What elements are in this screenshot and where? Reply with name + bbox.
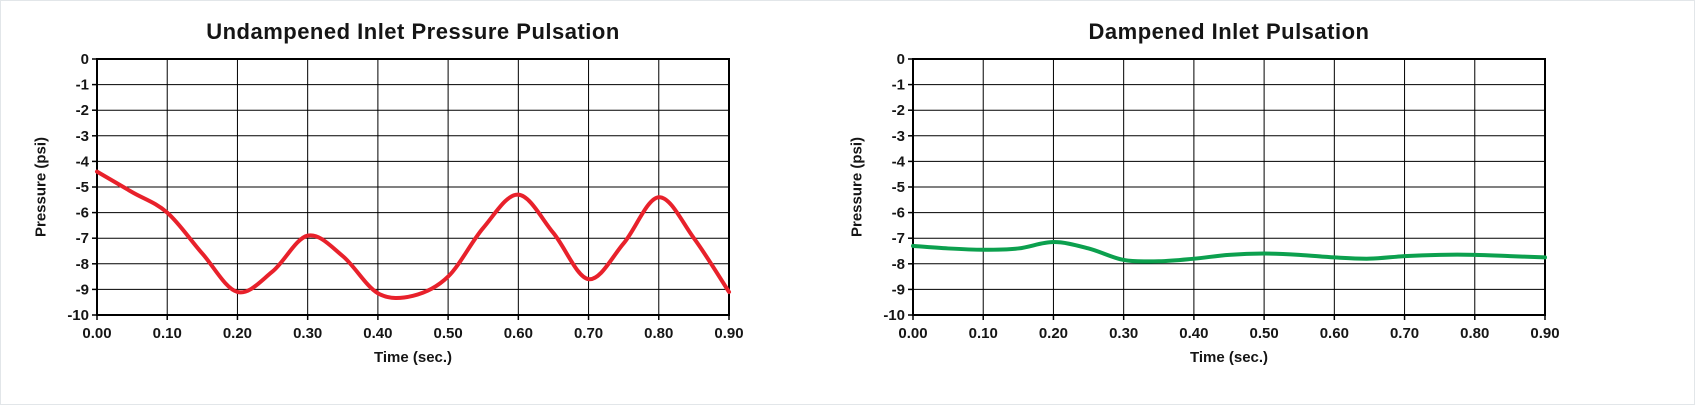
x-tick-label: 0.50	[1250, 325, 1279, 342]
y-tick-label: -7	[892, 230, 905, 247]
y-tick-label: 0	[897, 51, 905, 68]
x-tick-label: 0.30	[1109, 325, 1138, 342]
plot-border	[96, 58, 730, 316]
series-line	[911, 240, 1547, 264]
x-tick-label: 0.80	[1460, 325, 1489, 342]
x-tick-label: 0.50	[434, 325, 463, 342]
y-tick-label: -1	[76, 77, 89, 94]
x-tick-label: 0.80	[644, 325, 673, 342]
x-tick-label: 0.10	[969, 325, 998, 342]
x-tick-label: 0.30	[293, 325, 322, 342]
x-tick-label: 0.40	[1179, 325, 1208, 342]
x-axis-label-dampened: Time (sec.)	[1189, 349, 1269, 366]
x-tick-label: 0.70	[574, 325, 603, 342]
chart-title-undampened: Undampened Inlet Pressure Pulsation	[206, 19, 620, 44]
y-tick-label: -6	[76, 205, 89, 222]
y-tick-label: -7	[76, 230, 89, 247]
chart-title-dampened: Dampened Inlet Pulsation	[1088, 19, 1370, 44]
x-tick-label: 0.10	[153, 325, 182, 342]
y-tick-label: -2	[76, 102, 89, 119]
chart-panel-dampened: Dampened Inlet Pulsation Pressure (psi) …	[825, 7, 1585, 399]
y-tick-label: -1	[892, 77, 905, 94]
x-tick-label: 0.90	[1530, 325, 1559, 342]
y-tick-label: -10	[883, 307, 905, 324]
y-tick-label: -5	[76, 179, 89, 196]
charts-row: Undampened Inlet Pressure Pulsation Pres…	[1, 1, 1694, 399]
plot-border	[912, 58, 1546, 316]
y-tick-label: -8	[892, 256, 905, 273]
x-tick-label: 0.90	[714, 325, 743, 342]
y-tick-label: -3	[892, 128, 905, 145]
y-tick-label: -4	[892, 153, 906, 170]
x-tick-label: 0.60	[504, 325, 533, 342]
y-tick-label: -6	[892, 205, 905, 222]
x-axis-label-undampened: Time (sec.)	[373, 349, 453, 366]
y-tick-label: -9	[892, 281, 905, 298]
y-tick-label: -2	[892, 102, 905, 119]
x-tick-label: 0.70	[1390, 325, 1419, 342]
y-tick-label: -5	[892, 179, 905, 196]
y-tick-label: -3	[76, 128, 89, 145]
x-tick-label: 0.40	[363, 325, 392, 342]
y-tick-label: -9	[76, 281, 89, 298]
y-tick-label: -4	[76, 153, 90, 170]
x-tick-label: 0.00	[898, 325, 927, 342]
undampened-chart-plot: 0.00 0.10 0.20 0.30 0.40 0.50 0.60 0.70 0.80 0.90…	[67, 51, 743, 342]
dampened-chart-plot: 0.00 0.10 0.20 0.30 0.40 0.50 0.60 0.70 0.80 0.90…	[883, 51, 1559, 342]
chart-panel-undampened: Undampened Inlet Pressure Pulsation Pres…	[9, 7, 769, 399]
y-tick-label: 0	[81, 51, 89, 68]
series-line	[95, 169, 731, 301]
x-tick-label: 0.20	[223, 325, 252, 342]
y-tick-label: -8	[76, 256, 89, 273]
x-tick-label: 0.00	[82, 325, 111, 342]
y-tick-label: -10	[67, 307, 89, 324]
x-tick-label: 0.20	[1039, 325, 1068, 342]
x-tick-label: 0.60	[1320, 325, 1349, 342]
